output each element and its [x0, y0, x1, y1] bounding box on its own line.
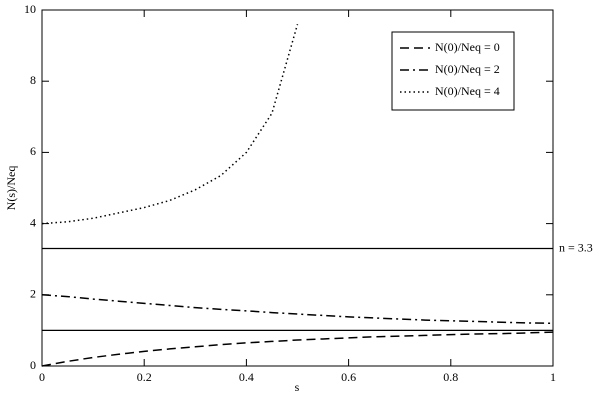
plot-frame [41, 9, 554, 367]
series-line [41, 294, 554, 325]
y-tick-label: 10 [24, 2, 36, 16]
y-tick-label: 4 [30, 215, 36, 229]
y-tick-label: 0 [30, 358, 36, 372]
legend-box [391, 31, 515, 111]
reference-label: n = 3.3 [559, 240, 593, 254]
x-tick-label: 1 [550, 370, 556, 384]
x-tick-label: 0.8 [443, 370, 458, 384]
series-line [41, 24, 299, 225]
y-tick-label: 8 [30, 73, 36, 87]
x-axis-label: s [295, 380, 300, 394]
x-tick-label: 0.6 [341, 370, 356, 384]
legend-label: N(0)/Neq = 2 [435, 62, 500, 76]
series-line [41, 331, 554, 367]
legend-label: N(0)/Neq = 0 [435, 40, 500, 54]
x-tick-label: 0.2 [137, 370, 152, 384]
x-tick-label: 0 [39, 370, 45, 384]
x-tick-label: 0.4 [239, 370, 254, 384]
legend-label: N(0)/Neq = 4 [435, 84, 500, 98]
y-tick-label: 2 [30, 287, 36, 301]
y-axis-label: N(s)/Neq [4, 166, 18, 211]
y-tick-label: 6 [30, 144, 36, 158]
